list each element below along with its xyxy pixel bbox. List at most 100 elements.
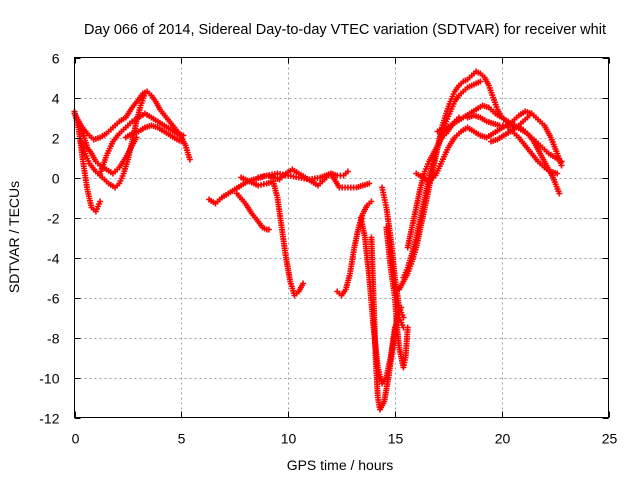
series-arc-17 xyxy=(400,78,484,281)
data-point xyxy=(122,120,134,131)
data-point xyxy=(97,131,108,141)
x-tick-labels: 0 5 10 15 20 25 xyxy=(72,431,618,447)
data-point xyxy=(408,206,419,231)
plus-marker xyxy=(400,314,407,321)
y-tick-label: -8 xyxy=(47,331,60,347)
series-arc-18 xyxy=(404,114,462,251)
y-tick-label: 4 xyxy=(52,91,60,107)
data-point xyxy=(317,171,332,181)
data-point xyxy=(552,154,563,164)
data-point xyxy=(477,78,484,85)
data-point xyxy=(366,180,373,187)
data-point xyxy=(447,119,458,129)
data-point xyxy=(109,166,121,177)
data-point xyxy=(464,83,473,91)
data-point xyxy=(357,214,368,239)
data-point xyxy=(400,267,410,281)
data-point xyxy=(434,136,444,149)
data-point xyxy=(152,98,162,111)
data-point xyxy=(263,171,278,179)
data-point xyxy=(97,198,104,205)
plus-marker xyxy=(368,198,375,205)
series-arc-8 xyxy=(233,190,272,233)
plus-marker xyxy=(186,156,193,163)
x-tick-label: 10 xyxy=(281,431,297,447)
data-point xyxy=(156,106,168,119)
data-point xyxy=(379,184,387,198)
series-arc-9 xyxy=(238,174,307,299)
data-point xyxy=(402,326,411,361)
data-point xyxy=(361,234,373,279)
data-point xyxy=(556,190,563,197)
data-point xyxy=(84,186,95,209)
y-tick-labels: -12 -10 -8 -6 -4 -2 0 2 4 6 xyxy=(39,51,59,427)
y-tick-label: -10 xyxy=(39,371,59,387)
plus-marker xyxy=(404,324,411,331)
data-points-layer xyxy=(71,68,565,413)
data-point xyxy=(163,114,175,127)
plus-marker xyxy=(97,198,104,205)
data-point xyxy=(77,138,88,155)
plus-marker xyxy=(180,132,187,139)
axis-ticks xyxy=(74,57,610,419)
y-axis-label: SDTVAR / TECUs xyxy=(6,181,22,293)
data-point xyxy=(383,204,394,239)
plus-marker xyxy=(178,138,185,145)
plus-marker xyxy=(366,180,373,187)
data-point xyxy=(246,178,260,188)
data-point xyxy=(174,130,185,138)
y-tick-label: -2 xyxy=(47,211,60,227)
series-arc-6 xyxy=(122,122,185,145)
data-point xyxy=(86,160,98,173)
data-point xyxy=(278,224,289,259)
data-point xyxy=(438,146,451,165)
data-point xyxy=(528,150,540,163)
data-point xyxy=(97,154,109,177)
series-arc-15 xyxy=(383,224,411,371)
data-point xyxy=(417,196,428,221)
data-point xyxy=(404,324,411,331)
plot-frame xyxy=(74,57,609,418)
data-point xyxy=(473,79,482,87)
data-point xyxy=(248,210,260,223)
data-point xyxy=(178,138,185,145)
data-point xyxy=(413,216,424,241)
y-tick-label: 0 xyxy=(52,171,60,187)
data-point xyxy=(103,140,115,159)
data-point xyxy=(426,174,437,185)
data-point xyxy=(396,280,406,293)
series-arc-22 xyxy=(488,124,565,165)
series-arc-21 xyxy=(464,108,565,169)
data-point xyxy=(391,294,400,329)
data-point xyxy=(400,314,407,321)
data-point xyxy=(351,226,362,251)
data-point xyxy=(515,134,527,147)
data-point xyxy=(537,150,549,167)
series-arc-10 xyxy=(255,170,373,191)
data-point xyxy=(554,170,561,177)
y-tick-label: -6 xyxy=(47,291,60,307)
data-point xyxy=(274,194,285,229)
x-tick-label: 5 xyxy=(178,431,186,447)
data-point xyxy=(99,174,110,185)
data-point xyxy=(458,125,469,135)
data-point xyxy=(174,136,183,144)
data-point xyxy=(455,90,465,99)
data-point xyxy=(549,174,562,195)
data-point xyxy=(336,184,349,191)
data-point xyxy=(368,198,375,205)
plus-marker xyxy=(344,168,351,175)
plus-marker xyxy=(265,226,272,233)
series-arc-13 xyxy=(368,234,405,413)
data-point xyxy=(327,170,342,189)
data-point xyxy=(347,246,357,277)
data-point xyxy=(447,101,457,115)
data-point xyxy=(443,111,453,125)
data-point xyxy=(295,282,305,295)
data-point xyxy=(186,156,193,163)
plus-marker xyxy=(556,190,563,197)
data-point xyxy=(148,92,158,103)
x-tick-label: 15 xyxy=(388,431,404,447)
data-point xyxy=(372,354,381,399)
